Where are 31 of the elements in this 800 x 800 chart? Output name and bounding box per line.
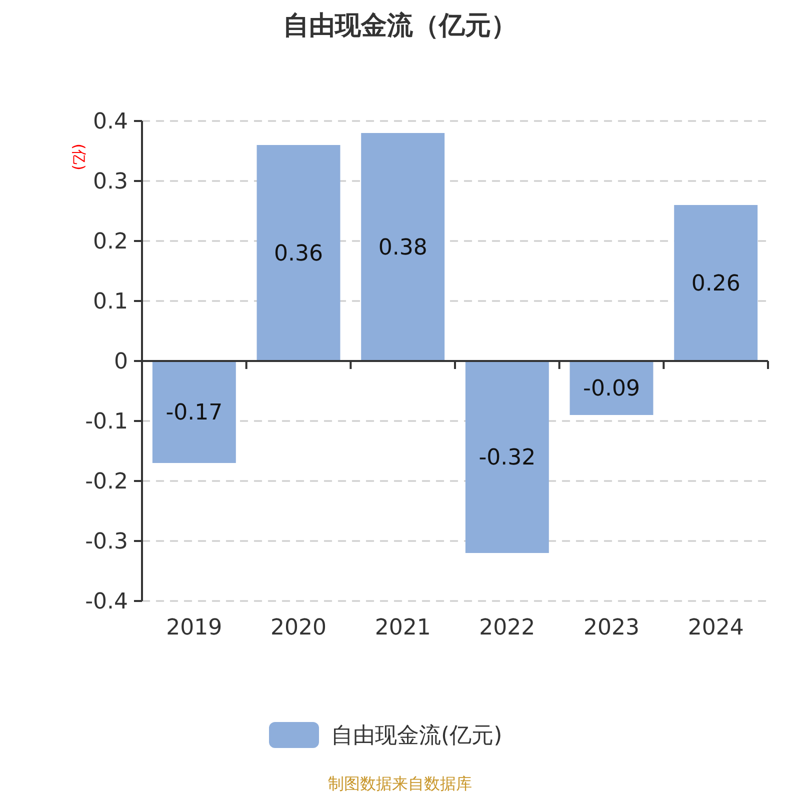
bar (256, 145, 340, 361)
data-label: 0.26 (691, 272, 740, 297)
y-tick-label: -0.2 (85, 470, 128, 495)
y-tick-label: -0.1 (85, 410, 128, 435)
y-tick-label: -0.3 (85, 530, 128, 555)
y-tick-label: 0 (114, 350, 128, 375)
y-tick-label: 0.4 (93, 110, 128, 135)
bar (465, 361, 549, 553)
x-tick-label: 2020 (270, 616, 326, 641)
bar (361, 133, 445, 361)
bar (674, 205, 758, 361)
data-label: -0.09 (583, 376, 640, 402)
data-label: -0.32 (478, 446, 536, 471)
chart-title: 自由现金流（亿元） (283, 11, 517, 41)
y-tick-label: 0.3 (93, 170, 128, 195)
bar (570, 361, 654, 415)
y-tick-label: -0.4 (85, 590, 128, 615)
data-label: 0.36 (274, 242, 323, 267)
x-tick-label: 2021 (374, 616, 431, 641)
y-axis-title: (亿) (70, 144, 88, 170)
x-tick-label: 2019 (166, 616, 222, 641)
x-tick-label: 2024 (688, 616, 744, 641)
y-tick-label: 0.2 (93, 230, 128, 255)
y-tick-label: 0.1 (93, 290, 128, 315)
text: 制图数据来自数据库 (328, 774, 472, 793)
legend-label: 自由现金流(亿元) (331, 724, 502, 749)
x-tick-label: 2022 (479, 616, 536, 641)
data-label: -0.17 (166, 400, 223, 426)
bar (152, 361, 236, 463)
data-label: 0.38 (378, 236, 428, 261)
x-tick-label: 2023 (584, 616, 640, 641)
